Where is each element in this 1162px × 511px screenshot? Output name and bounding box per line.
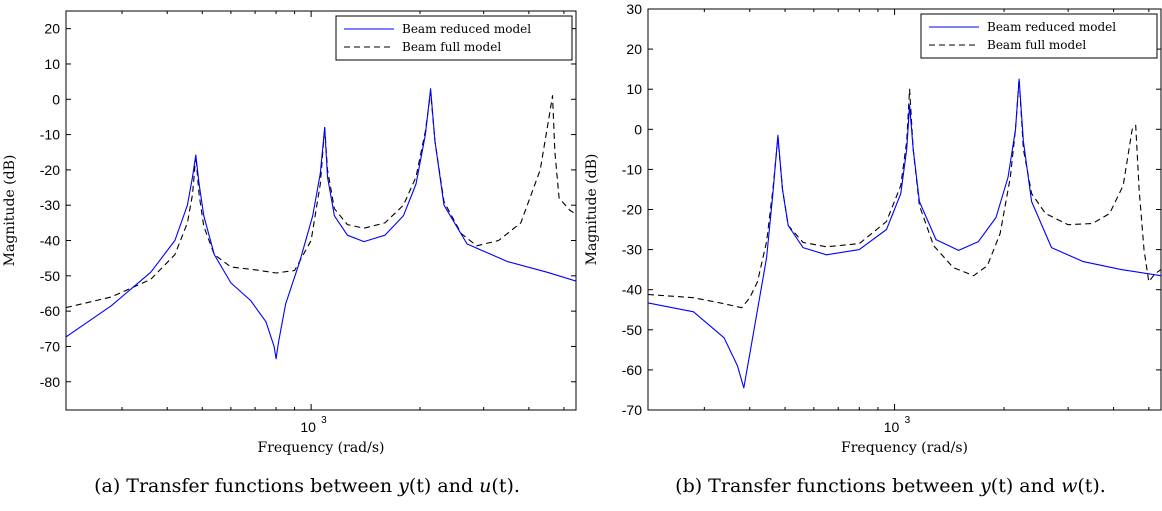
x-axis-label: Frequency (rad/s)	[841, 440, 968, 456]
y-tick-label: -20	[40, 162, 60, 178]
y-tick-label: 0	[634, 121, 642, 137]
y-tick-label: 20	[626, 41, 642, 57]
plot-frame	[647, 8, 1162, 411]
series-line-reduced-model	[66, 88, 576, 360]
x-axis-label: Frequency (rad/s)	[258, 440, 385, 456]
y-tick-label: -50	[40, 268, 60, 284]
panel-a-frequency-response: -80 -70 -60 -50 -40 -30 -20 -10 0 10 20 10 3 Frequenc…	[2, 10, 577, 456]
y-tick-label: -30	[622, 242, 642, 258]
caption-suffix: (t).	[1077, 475, 1106, 497]
x-tick-label: 10	[884, 419, 900, 435]
caption-var1: y	[397, 475, 409, 497]
caption-mid: (t) and	[409, 475, 479, 497]
y-tick-label: -60	[622, 362, 642, 378]
y-tick-label: -40	[622, 282, 642, 298]
y-tick-label: 0	[52, 91, 60, 107]
caption-prefix: (b) Transfer functions between	[675, 475, 980, 497]
y-tick-label: -60	[40, 303, 60, 319]
panel-caption: (b) Transfer functions between y(t) and …	[675, 475, 1106, 497]
legend-label: Beam full model	[987, 38, 1086, 52]
caption-var2: w	[1061, 475, 1077, 497]
caption-suffix: (t).	[491, 475, 520, 497]
y-tick-label: 20	[44, 21, 60, 37]
y-tick-label: -30	[40, 197, 60, 213]
series-line-full-model	[66, 91, 576, 309]
legend-box	[920, 13, 1158, 59]
y-tick-label: 10	[44, 56, 60, 72]
panel-b-frequency-response: -70 -60 -50 -40 -30 -20 -10 0 10 20 30 10 3 Frequency…	[584, 1, 1162, 456]
series-line-full-model	[648, 78, 1161, 309]
y-tick-label: 30	[626, 1, 642, 17]
panel-captions: (a) Transfer functions between y(t) and …	[94, 475, 1106, 497]
y-axis-label: Magnitude (dB)	[584, 154, 600, 266]
caption-var1: y	[979, 475, 991, 497]
legend-box	[335, 15, 573, 61]
y-tick-label: -70	[40, 338, 60, 354]
y-tick-label: -10	[40, 127, 60, 143]
legend-label: Beam reduced model	[987, 20, 1116, 34]
x-tick-exponent: 3	[905, 415, 911, 426]
legend-label: Beam reduced model	[402, 22, 531, 36]
x-tick-label: 10	[300, 419, 316, 435]
y-tick-label: -70	[622, 402, 642, 418]
series-line-reduced-model	[648, 78, 1161, 389]
caption-prefix: (a) Transfer functions between	[94, 475, 398, 497]
caption-var2: u	[479, 475, 491, 497]
plot-frame	[65, 10, 577, 411]
caption-mid: (t) and	[991, 475, 1061, 497]
legend-label: Beam full model	[402, 40, 501, 54]
y-tick-label: -20	[622, 202, 642, 218]
legend: Beam reduced model Beam full model	[335, 15, 573, 61]
y-tick-label: -40	[40, 233, 60, 249]
y-tick-label: -10	[622, 161, 642, 177]
panel-caption: (a) Transfer functions between y(t) and …	[94, 475, 520, 497]
y-tick-label: -50	[622, 322, 642, 338]
y-tick-label: -80	[40, 374, 60, 390]
y-tick-label: 10	[626, 81, 642, 97]
y-axis-label: Magnitude (dB)	[2, 155, 18, 267]
legend: Beam reduced model Beam full model	[920, 13, 1158, 59]
x-tick-exponent: 3	[321, 415, 327, 426]
